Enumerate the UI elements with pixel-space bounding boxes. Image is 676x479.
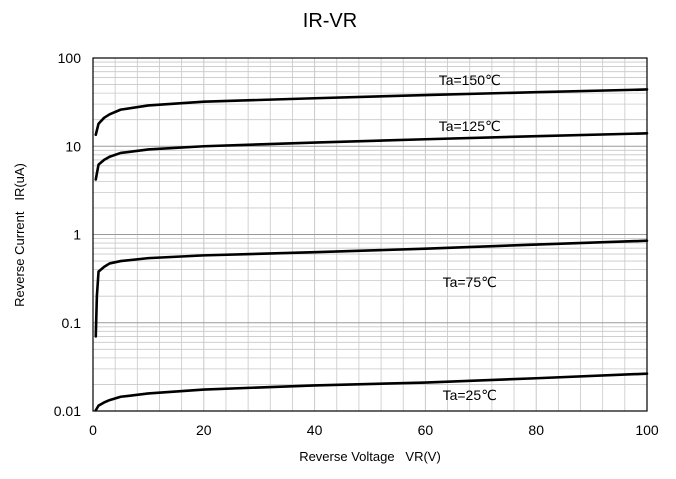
y-tick-label: 1: [73, 227, 81, 243]
x-tick-label: 0: [89, 422, 97, 438]
curve-label: Ta=25℃: [443, 387, 497, 403]
y-tick-label: 100: [58, 50, 82, 66]
curve-label: Ta=125℃: [439, 118, 501, 134]
x-tick-label: 40: [307, 422, 323, 438]
series-line: [94, 372, 649, 412]
x-tick-label: 80: [528, 422, 544, 438]
plot-frame: [92, 57, 648, 412]
y-tick-label: 0.1: [62, 315, 82, 331]
curve-label: Ta=150℃: [439, 72, 501, 88]
curve-label-layer: Ta=150℃ Ta=125℃ Ta=75℃ Ta=25℃: [439, 72, 501, 403]
series-line: [94, 132, 649, 181]
x-tick-label: 60: [418, 422, 434, 438]
x-tick-label: 100: [635, 422, 659, 438]
series-line: [94, 88, 649, 137]
x-axis-title: Reverse Voltage VR(V): [299, 449, 441, 464]
tick-layer: 0 20 40 60 80 100 0.01 0.1 1 10 100: [54, 50, 659, 438]
y-tick-label: 0.01: [54, 403, 81, 419]
chart-title: IR-VR: [303, 10, 357, 32]
x-tick-label: 20: [196, 422, 212, 438]
series-line: [94, 239, 649, 338]
series-layer: [94, 88, 649, 412]
grid-layer: [93, 58, 647, 411]
y-tick-label: 10: [65, 138, 81, 154]
y-axis-title: Reverse Current IR(uA): [12, 163, 27, 307]
curve-label: Ta=75℃: [443, 274, 497, 290]
